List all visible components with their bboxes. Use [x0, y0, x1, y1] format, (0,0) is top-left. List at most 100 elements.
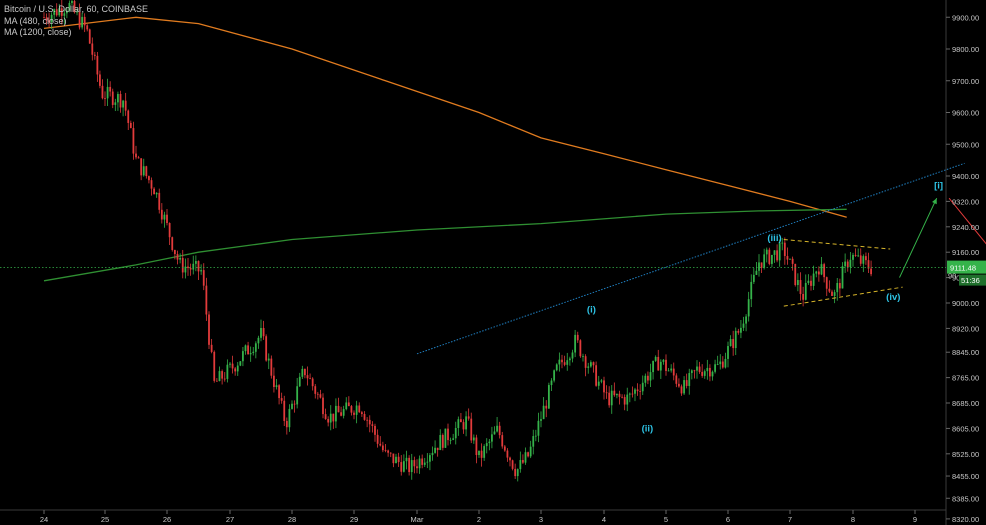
candle-body: [667, 370, 670, 372]
symbol-title: Bitcoin / U.S. Dollar, 60, COINBASE: [4, 4, 149, 14]
triangle-lower-line: [783, 286, 903, 307]
x-tick-label: Mar: [411, 515, 424, 524]
candle-body: [381, 445, 384, 451]
drawings: [0, 162, 986, 355]
candle-body: [441, 435, 444, 448]
y-tick-label: 8385.00: [952, 494, 979, 503]
candle-body: [187, 266, 189, 269]
candle-body: [423, 462, 426, 465]
candle-body: [410, 460, 413, 473]
candle-body: [462, 422, 465, 430]
candle-body: [522, 460, 524, 463]
candle-body: [841, 266, 844, 289]
x-tick-label: 28: [288, 515, 296, 524]
candle-body: [127, 110, 130, 123]
countdown-badge: [959, 274, 986, 286]
candle-body: [649, 372, 652, 381]
candle-body: [345, 402, 348, 410]
x-tick-label: 4: [602, 515, 606, 524]
axes: 9900.00 9800.00 9700.00 9600.00 9500.00 9400.…: [40, 13, 986, 524]
candle-body: [71, 1, 73, 3]
candle-body: [429, 455, 431, 462]
candle-body: [384, 450, 387, 451]
candle-body: [506, 450, 509, 458]
countdown-text: 51:36: [961, 276, 980, 285]
candle-body: [773, 250, 776, 255]
candle-body: [368, 419, 371, 425]
candle-body: [189, 268, 192, 270]
candle-body: [275, 385, 278, 388]
candle-body: [327, 419, 330, 423]
candle-body: [752, 274, 755, 282]
candle-body: [589, 362, 592, 367]
candle-body: [335, 405, 337, 422]
candle-body: [76, 11, 78, 13]
candle-body: [683, 380, 685, 394]
candle-body: [524, 452, 527, 463]
candle-body: [852, 254, 854, 260]
candle-body: [181, 257, 184, 273]
x-tick-label: 27: [226, 515, 234, 524]
candle-body: [389, 452, 392, 454]
candle-body: [465, 416, 467, 430]
candle-body: [854, 254, 857, 256]
candle-body: [252, 351, 255, 354]
candle-body: [452, 438, 455, 440]
candle-body: [311, 378, 314, 387]
candle-body: [621, 396, 623, 398]
candle-body: [844, 261, 847, 267]
candle-body: [558, 359, 561, 365]
candle-body: [221, 371, 224, 379]
candle-body: [496, 425, 498, 432]
y-tick-label: 9500.00: [952, 140, 979, 149]
candle-body: [301, 368, 304, 377]
wave-label: (iv): [886, 292, 900, 303]
candle-body: [332, 413, 335, 422]
candle-body: [647, 375, 649, 381]
candle-body: [576, 334, 579, 341]
candle-body: [755, 270, 758, 275]
candle-body: [488, 441, 491, 444]
candle-body: [745, 316, 747, 324]
candle-body: [812, 273, 815, 286]
candle-body: [703, 371, 706, 376]
candle-body: [145, 166, 148, 177]
chart-frame: [0, 0, 947, 525]
candle-body: [467, 416, 470, 419]
candle-body: [678, 383, 680, 387]
candle-body: [799, 280, 802, 294]
ma480-line: [43, 16, 847, 218]
candle-body: [636, 389, 639, 392]
candle-body: [160, 209, 163, 220]
trendline: [416, 162, 965, 355]
candle-body: [173, 249, 176, 255]
candle-body: [83, 16, 86, 26]
candle-body: [298, 376, 301, 387]
candle-body: [626, 394, 629, 405]
candle-body: [395, 456, 397, 464]
candle-body: [101, 85, 104, 99]
candle-body: [329, 413, 332, 423]
candle-body: [350, 406, 353, 413]
candle-body: [721, 361, 724, 368]
candle-body: [371, 424, 374, 426]
candle-body: [807, 280, 810, 283]
candle-body: [696, 366, 698, 371]
candle-body: [111, 91, 114, 105]
x-tick-label: 24: [40, 515, 48, 524]
candle-body: [516, 469, 519, 477]
candle-body: [153, 188, 155, 195]
candle-body: [709, 367, 711, 377]
candle-body: [140, 158, 143, 176]
candle-body: [747, 299, 750, 317]
candle-body: [711, 371, 714, 377]
candle-body: [257, 337, 260, 344]
candle-body: [319, 394, 322, 398]
candle-body: [135, 153, 137, 158]
candle-body: [810, 280, 812, 286]
candle-body: [397, 456, 400, 463]
moving-averages: [43, 16, 847, 282]
x-tick-label: 7: [788, 515, 792, 524]
candle-body: [641, 382, 644, 392]
